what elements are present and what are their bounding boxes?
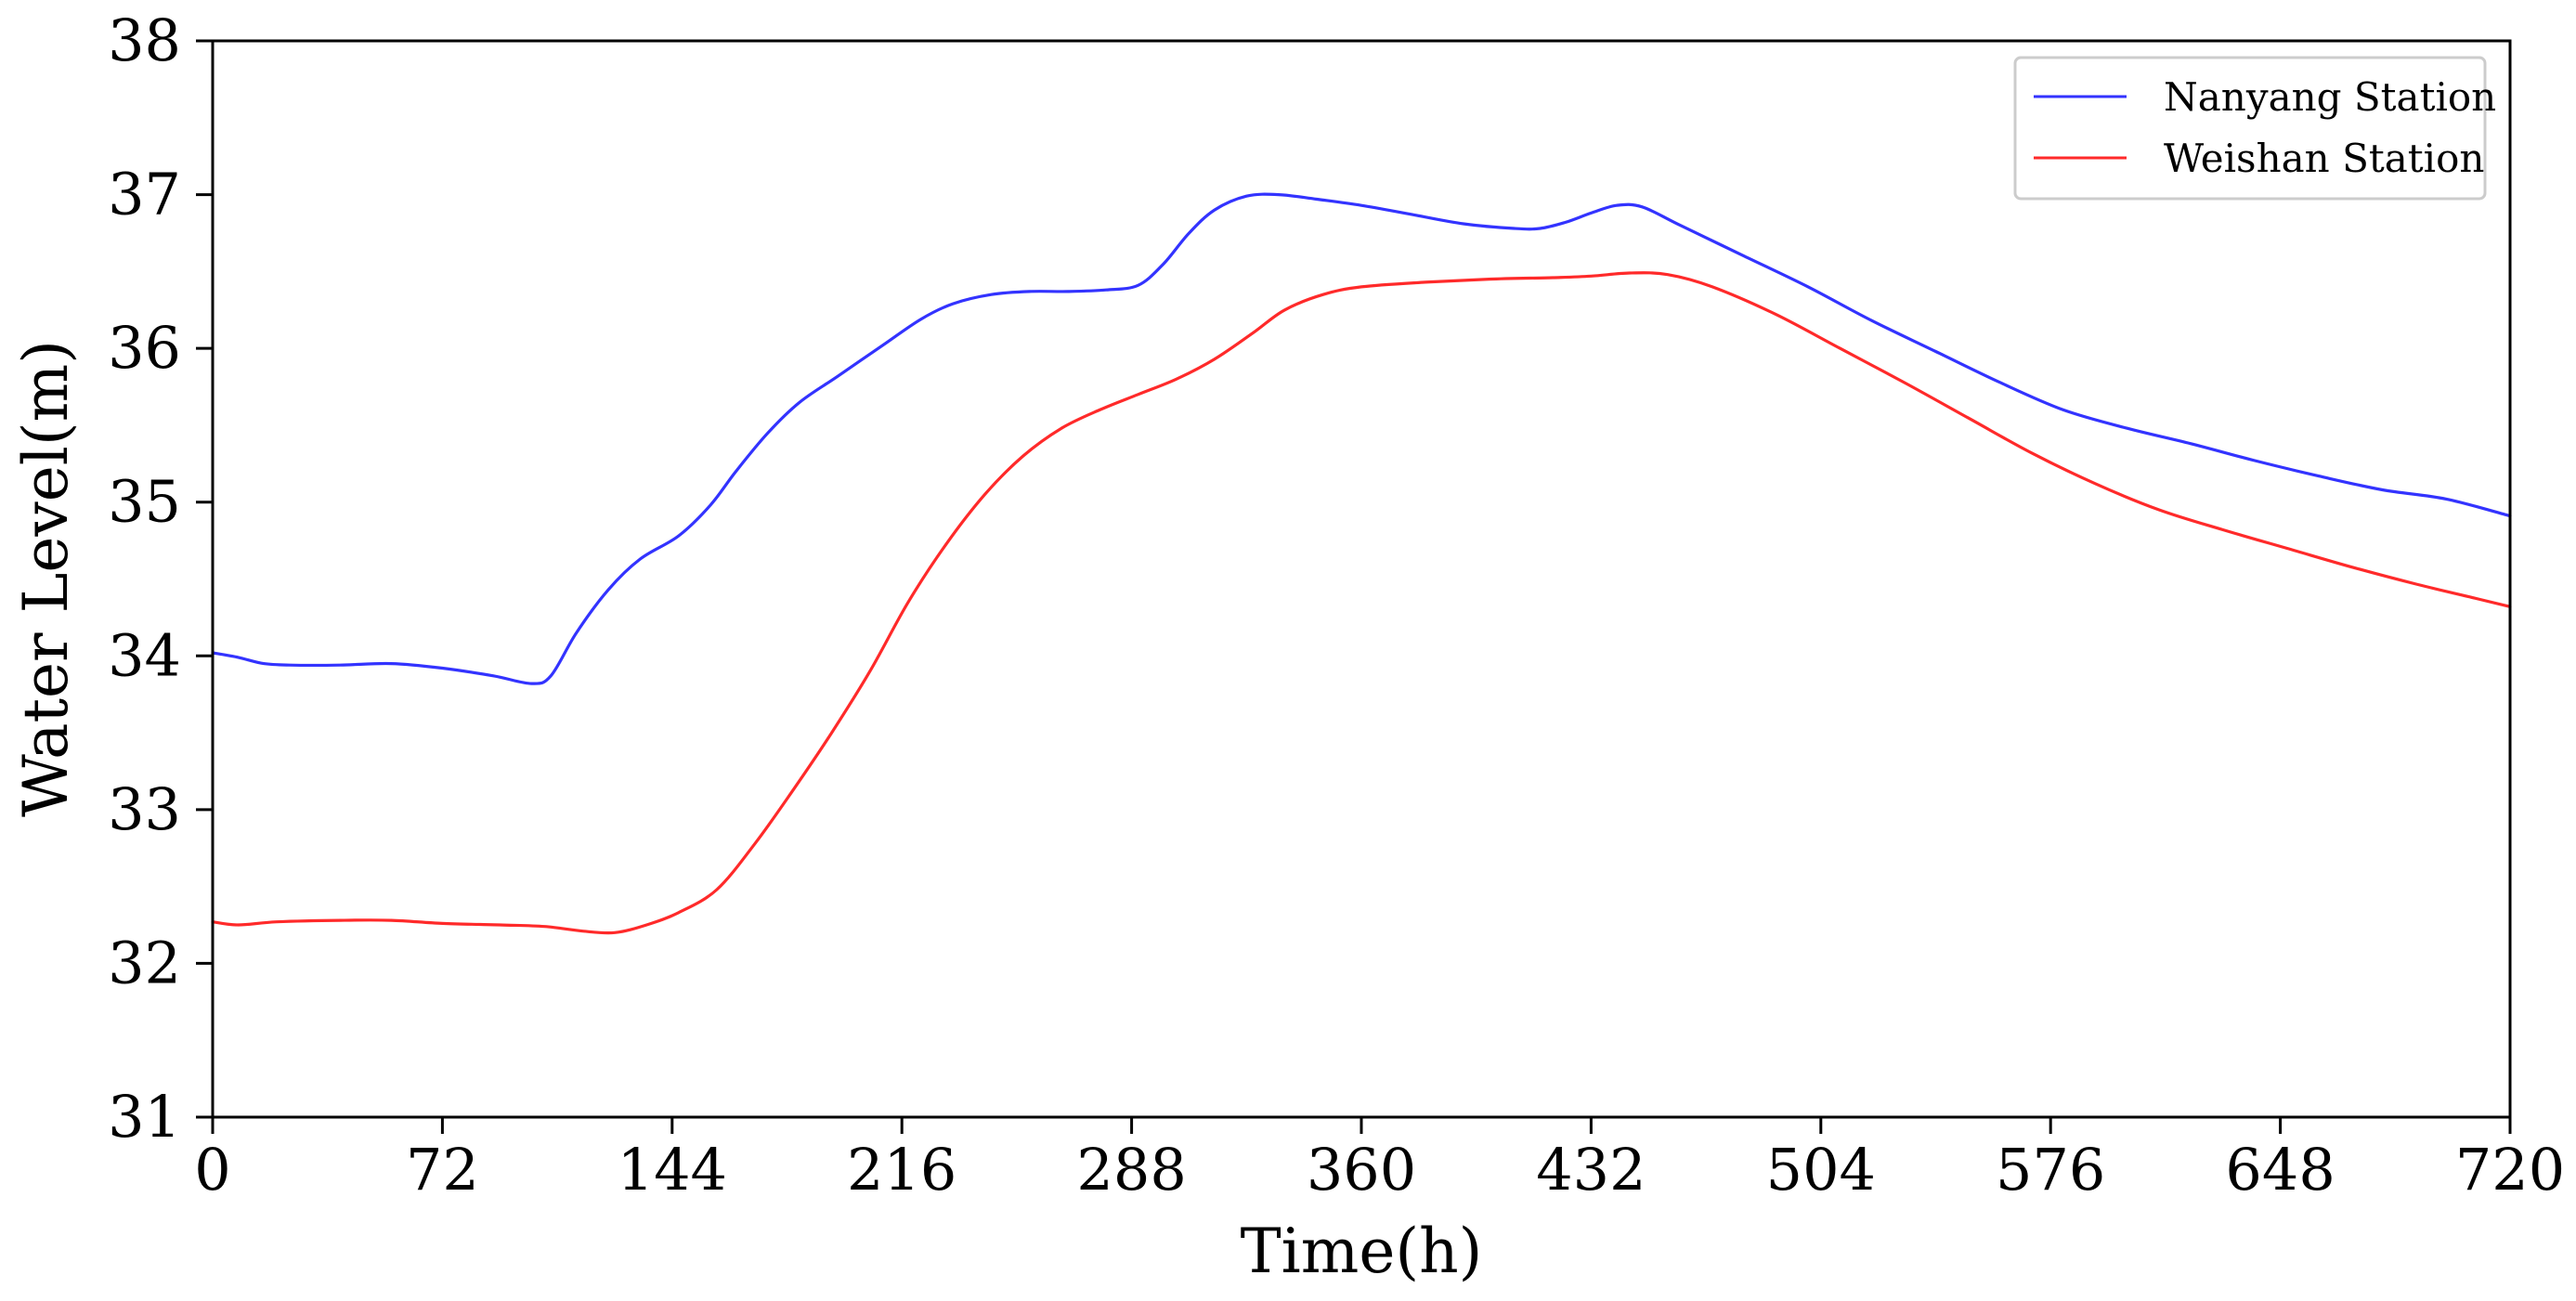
x-tick-label: 432 — [1536, 1136, 1646, 1203]
x-tick-label: 0 — [194, 1136, 230, 1203]
y-axis-title: Water Level(m) — [10, 340, 82, 817]
weishan-station-line — [211, 271, 2512, 935]
y-tick-label: 31 — [108, 1083, 181, 1151]
y-tick-label: 33 — [108, 775, 181, 843]
y-tick-label: 32 — [108, 929, 181, 996]
x-tick-label: 504 — [1766, 1136, 1876, 1203]
series-layer — [211, 192, 2512, 935]
x-tick-label: 360 — [1307, 1136, 1416, 1203]
x-tick-label: 72 — [406, 1136, 479, 1203]
x-tick-label: 216 — [847, 1136, 956, 1203]
y-tick-label: 36 — [108, 314, 181, 382]
legend-box — [2013, 56, 2487, 201]
y-axis: 31 32 33 34 35 36 37 38 — [108, 7, 213, 1151]
nanyang-station-line — [211, 192, 2512, 685]
y-tick-label: 37 — [108, 161, 181, 228]
x-tick-label: 720 — [2455, 1136, 2565, 1203]
y-tick-label: 35 — [108, 468, 181, 536]
x-tick-label: 648 — [2225, 1136, 2335, 1203]
x-tick-label: 576 — [1996, 1136, 2105, 1203]
x-axis-title: Time(h) — [1241, 1216, 1483, 1287]
legend: Nanyang Station Weishan Station — [2013, 56, 2496, 201]
x-tick-label: 288 — [1076, 1136, 1186, 1203]
legend-label-weishan: Weishan Station — [2164, 136, 2484, 181]
x-tick-label: 144 — [618, 1136, 727, 1203]
legend-label-nanyang: Nanyang Station — [2164, 74, 2496, 120]
y-tick-label: 38 — [108, 7, 181, 74]
x-axis: 0 72 144 216 288 360 432 504 576 648 720 — [194, 1117, 2565, 1203]
y-tick-label: 34 — [108, 621, 181, 689]
